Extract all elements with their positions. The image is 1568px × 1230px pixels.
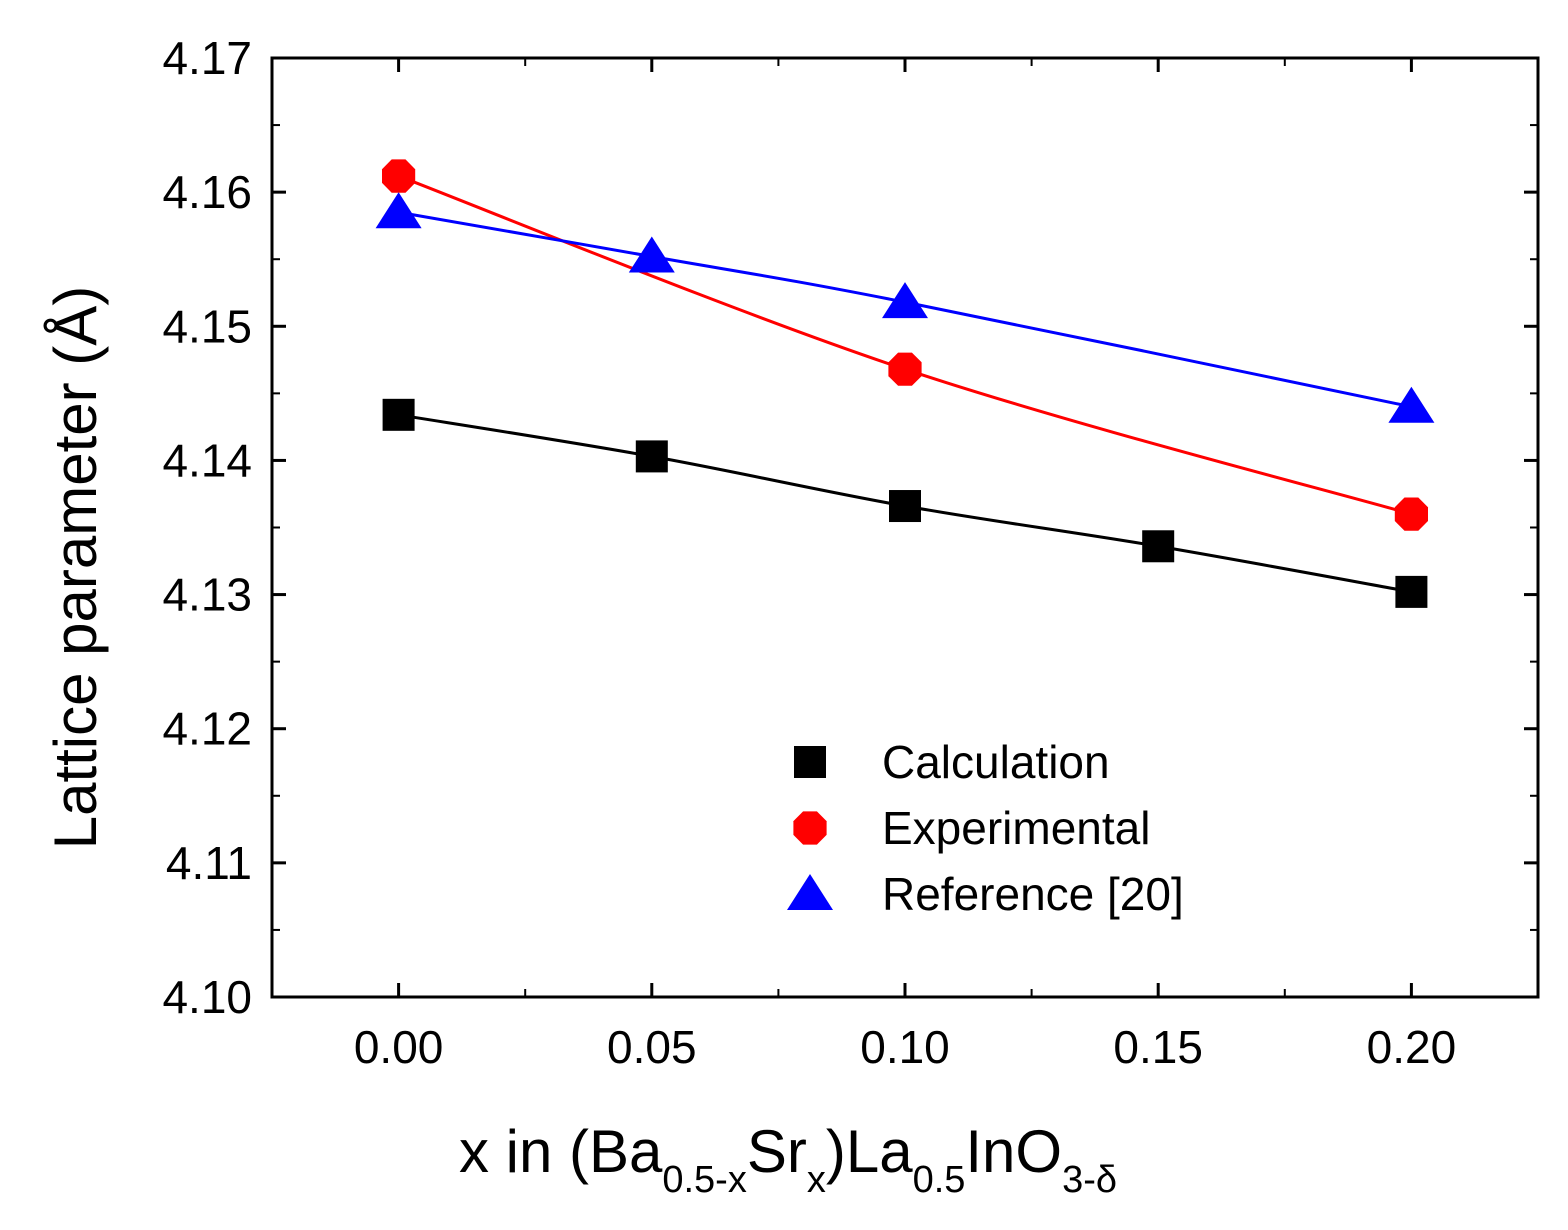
data-point-square — [1395, 575, 1428, 608]
data-point-square — [382, 398, 415, 431]
x-axis-title-subscript: x — [807, 1159, 826, 1201]
y-tick-label: 4.10 — [162, 971, 252, 1023]
x-axis-title-part: )La — [826, 1118, 913, 1185]
legend-marker-triangle — [787, 874, 833, 910]
axis-titles: Lattice parameter (Å) x in (Ba0.5-xSrx)La… — [42, 286, 1117, 1201]
legend-marker-circle — [793, 811, 827, 845]
data-point-square — [635, 440, 668, 473]
x-tick-label: 0.15 — [1113, 1021, 1203, 1073]
data-point-triangle — [1388, 386, 1435, 423]
data-point-circle — [382, 159, 416, 193]
y-tick-label: 4.13 — [162, 569, 252, 621]
axes: 4.10 4.11 4.12 4.13 4.14 4.15 4.16 4.17 0.00 0.05… — [162, 32, 1540, 1073]
y-tick-label: 4.16 — [162, 166, 252, 218]
y-axis-title: Lattice parameter (Å) — [42, 286, 109, 850]
legend: Calculation Experimental Reference [20] — [787, 736, 1184, 920]
y-tick-label: 4.15 — [162, 300, 252, 352]
series-line-reference-20- — [398, 210, 1412, 409]
legend-label: Calculation — [882, 736, 1110, 788]
x-axis-title-subscript: 3-δ — [1062, 1159, 1117, 1201]
y-tick-label: 4.11 — [166, 837, 252, 889]
x-axis-title-subscript: 0.5 — [913, 1159, 966, 1201]
y-tick-label: 4.14 — [162, 434, 252, 486]
plot-frame — [270, 56, 1540, 999]
data-point-circle — [888, 352, 922, 386]
data-point-triangle — [628, 236, 675, 273]
data-point-circle — [1394, 497, 1428, 531]
x-tick-label: 0.00 — [354, 1021, 444, 1073]
x-axis-title-part: Sr — [747, 1118, 807, 1185]
legend-label: Reference [20] — [882, 868, 1184, 920]
data-point-square — [889, 490, 921, 523]
x-tick-label: 0.05 — [607, 1021, 697, 1073]
series-markers — [375, 159, 1435, 608]
data-point-triangle — [882, 282, 928, 319]
legend-label: Experimental — [882, 802, 1150, 854]
x-axis-title-subscript: 0.5-x — [662, 1159, 746, 1201]
series-line-experimental — [398, 174, 1412, 516]
x-axis-title-part: InO — [965, 1118, 1062, 1185]
y-tick-label: 4.12 — [162, 703, 252, 755]
legend-marker-square — [794, 746, 826, 778]
x-tick-label: 0.10 — [860, 1021, 950, 1073]
data-point-triangle — [375, 192, 422, 229]
y-tick-label: 4.17 — [162, 32, 252, 84]
x-axis-title-part: x in (Ba — [459, 1118, 663, 1185]
data-point-square — [1142, 530, 1175, 563]
x-tick-label: 0.20 — [1367, 1021, 1457, 1073]
x-axis-title: x in (Ba0.5-xSrx)La0.5InO3-δ — [459, 1118, 1117, 1201]
